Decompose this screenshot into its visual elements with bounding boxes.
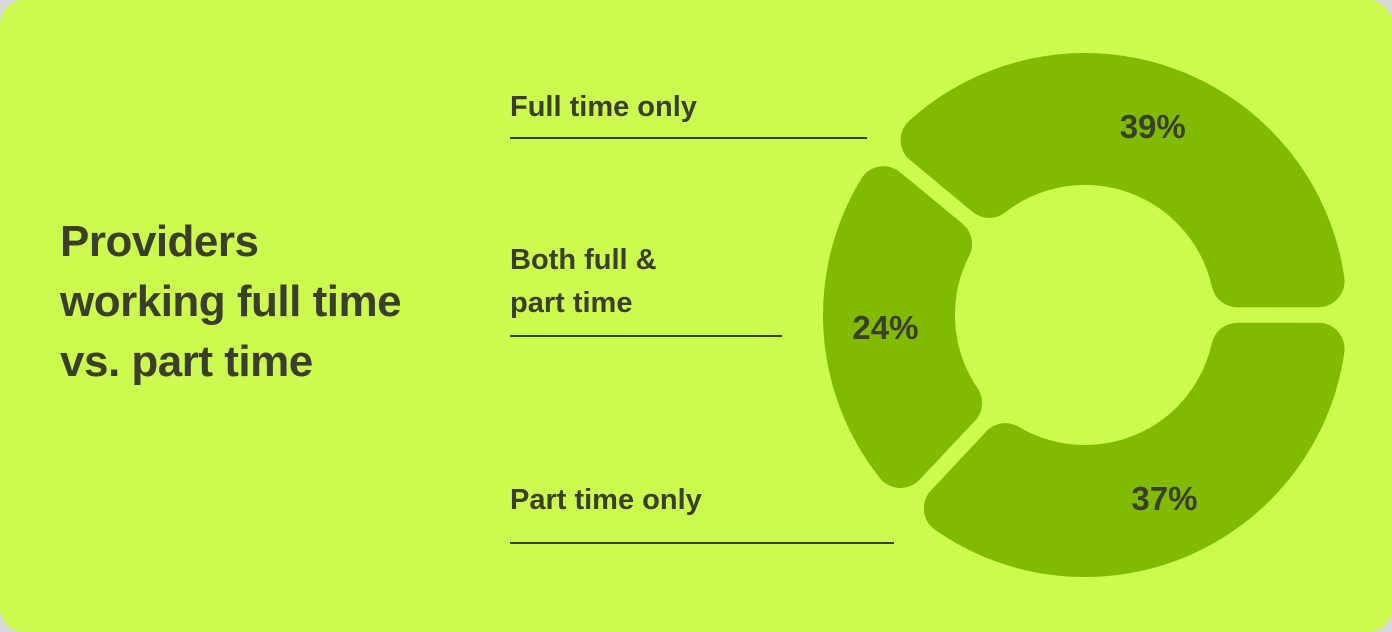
title-line-1: Providers: [60, 217, 259, 266]
leader-line-both-full-and-part-time: [510, 335, 782, 337]
legend-label-line: Full time only: [510, 91, 697, 123]
legend-label-both-full-and-part-time: Both full & part time: [510, 239, 782, 325]
legend-label-part-time-only: Part time only: [510, 479, 894, 522]
title-line-3: vs. part time: [60, 337, 313, 386]
legend-label-line: part time: [510, 287, 633, 319]
donut-segment-both-full-part-time: [823, 166, 983, 489]
donut-value-label-both-full-and-part-time: 24%: [852, 308, 919, 346]
legend-label-full-time-only: Full time only: [510, 86, 867, 129]
leader-line-part-time-only: [510, 542, 894, 544]
legend-item-full-time-only: Full time only: [510, 86, 867, 139]
legend-label-line: Part time only: [510, 484, 702, 516]
donut-segment-part-time-only: [923, 322, 1345, 577]
donut-value-label-part-time-only: 37%: [1131, 479, 1198, 517]
donut-segment-full-time-only: [900, 53, 1345, 308]
legend-item-both-full-and-part-time: Both full & part time: [510, 239, 782, 337]
title-line-2: working full time: [60, 277, 402, 326]
legend-label-line: Both full &: [510, 244, 657, 276]
page-title: Providers working full time vs. part tim…: [60, 212, 402, 392]
leader-line-full-time-only: [510, 137, 867, 139]
legend-item-part-time-only: Part time only: [510, 479, 894, 544]
donut-value-label-full-time-only: 39%: [1119, 107, 1186, 145]
